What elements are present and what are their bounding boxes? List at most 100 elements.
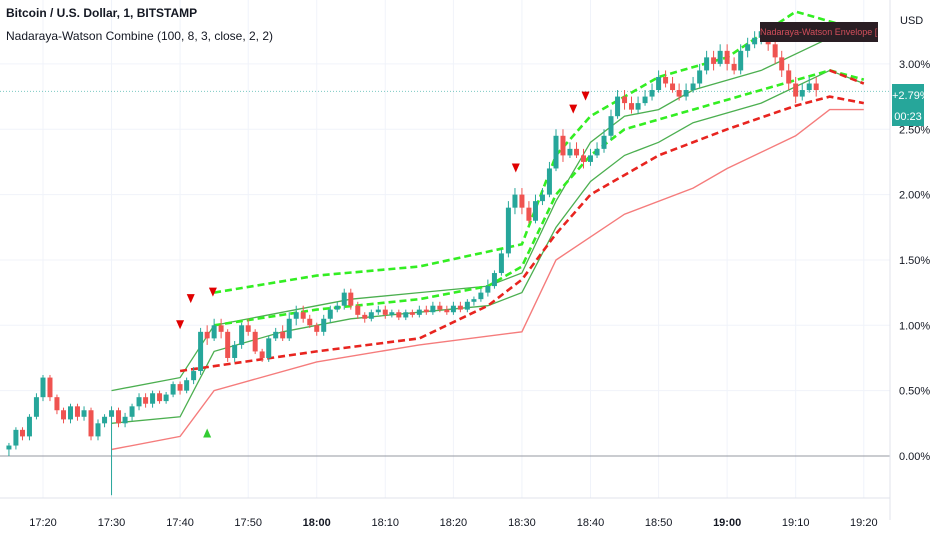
candle-body bbox=[670, 83, 676, 91]
candle-body bbox=[368, 312, 374, 319]
price-tick-label: 0.50% bbox=[899, 386, 930, 398]
candle-body bbox=[745, 44, 751, 51]
price-tick-label: 1.50% bbox=[899, 255, 930, 267]
candle-body bbox=[6, 445, 12, 450]
candle-body bbox=[546, 168, 552, 195]
candle-body bbox=[498, 253, 504, 274]
candle-body bbox=[580, 155, 586, 162]
candle-body bbox=[519, 194, 525, 208]
candle-body bbox=[163, 394, 169, 402]
candle-body bbox=[273, 331, 279, 339]
sell-signal-arrow bbox=[511, 163, 520, 173]
time-tick-label: 18:40 bbox=[577, 517, 605, 529]
candle-body bbox=[341, 292, 347, 306]
candle-body bbox=[40, 377, 46, 398]
candle-body bbox=[403, 312, 409, 318]
time-tick-label: 17:30 bbox=[98, 517, 126, 529]
candle-body bbox=[629, 103, 635, 110]
candle-body bbox=[793, 83, 799, 97]
candle-body bbox=[786, 70, 792, 84]
candle-body bbox=[704, 57, 710, 71]
candle-body bbox=[437, 305, 443, 310]
price-axis-unit: USD bbox=[900, 15, 923, 27]
time-tick-label: 18:20 bbox=[440, 517, 468, 529]
envelope-solid-pink bbox=[111, 108, 864, 451]
candle-body bbox=[67, 406, 73, 420]
candle-body bbox=[19, 429, 25, 437]
candle-body bbox=[731, 63, 737, 71]
candle-body bbox=[191, 371, 197, 381]
candle-body bbox=[512, 194, 518, 208]
time-axis[interactable]: 17:20 17:30 17:40 17:50 18:00 18:10 18:20 18:30… bbox=[0, 497, 890, 529]
candle-body bbox=[416, 309, 422, 315]
price-axis[interactable]: USD 3.00% 2.50% 2.00% 1.50% 1.00% 0.50% 0.00% bbox=[889, 0, 930, 520]
candle-body bbox=[95, 423, 101, 437]
time-tick-label: 19:20 bbox=[850, 517, 878, 529]
bar-countdown-badge: 00:23 bbox=[892, 108, 924, 126]
candle-body bbox=[683, 90, 689, 97]
candle-body bbox=[615, 96, 621, 117]
sell-signal-arrow bbox=[186, 294, 195, 304]
candle-body bbox=[574, 148, 580, 156]
candle-body bbox=[430, 305, 436, 313]
candle-body bbox=[102, 416, 108, 424]
candle-body bbox=[567, 148, 573, 156]
candle-body bbox=[635, 103, 641, 110]
candle-body bbox=[539, 194, 545, 202]
candle-body bbox=[396, 312, 402, 318]
candle-body bbox=[300, 312, 306, 319]
candle-body bbox=[239, 325, 245, 345]
time-tick-label: 19:00 bbox=[713, 517, 741, 529]
time-tick-label: 17:50 bbox=[234, 517, 262, 529]
candle-body bbox=[485, 286, 491, 293]
candle-body bbox=[122, 416, 128, 424]
envelope-dashed-bright-green bbox=[213, 10, 865, 294]
time-tick-label: 17:20 bbox=[29, 517, 57, 529]
candle-body bbox=[806, 83, 812, 91]
candle-body bbox=[505, 207, 511, 254]
envelope-dashed-bright-green bbox=[213, 69, 865, 327]
candle-body bbox=[471, 299, 477, 302]
candle-body bbox=[232, 344, 238, 358]
sell-signal-arrow bbox=[208, 287, 217, 297]
candle-body bbox=[81, 410, 87, 417]
candle-body bbox=[601, 135, 607, 149]
candle-body bbox=[711, 57, 717, 64]
candle-body bbox=[697, 70, 703, 84]
candle-body bbox=[286, 318, 292, 339]
candle-body bbox=[444, 309, 450, 313]
chart-grid bbox=[0, 0, 890, 498]
candle-body bbox=[355, 305, 361, 315]
candle-body bbox=[649, 90, 655, 97]
indicator-legend[interactable]: Nadaraya-Watson Combine (100, 8, 3, clos… bbox=[6, 29, 274, 43]
candle-body bbox=[532, 201, 538, 221]
candle-body bbox=[225, 331, 231, 358]
envelope-dashed-red bbox=[829, 69, 865, 85]
candle-body bbox=[813, 83, 819, 91]
time-tick-label: 18:30 bbox=[508, 517, 536, 529]
candle-body bbox=[47, 377, 53, 398]
candle-body bbox=[362, 314, 368, 319]
candle-body bbox=[457, 305, 463, 310]
time-tick-label: 17:40 bbox=[166, 517, 194, 529]
envelope-lines bbox=[111, 10, 865, 451]
time-tick-label: 18:00 bbox=[303, 517, 331, 529]
time-tick-label: 18:50 bbox=[645, 517, 673, 529]
sell-signal-arrow bbox=[569, 104, 578, 114]
candle-body bbox=[348, 292, 354, 306]
candle-body bbox=[157, 393, 163, 402]
candle-body bbox=[772, 44, 778, 58]
sell-signal-arrow bbox=[176, 320, 185, 330]
candle-body bbox=[307, 318, 313, 326]
candle-body bbox=[478, 292, 484, 300]
candle-body bbox=[129, 406, 135, 417]
candle-body bbox=[375, 309, 381, 313]
current-value-badge: +2.79% bbox=[892, 84, 930, 108]
candle-body bbox=[280, 331, 286, 339]
symbol-title[interactable]: Bitcoin / U.S. Dollar, 1, BITSTAMP bbox=[6, 6, 198, 20]
candle-body bbox=[61, 410, 67, 420]
candle-body bbox=[184, 380, 190, 391]
candle-body bbox=[88, 410, 94, 437]
candle-body bbox=[690, 83, 696, 91]
